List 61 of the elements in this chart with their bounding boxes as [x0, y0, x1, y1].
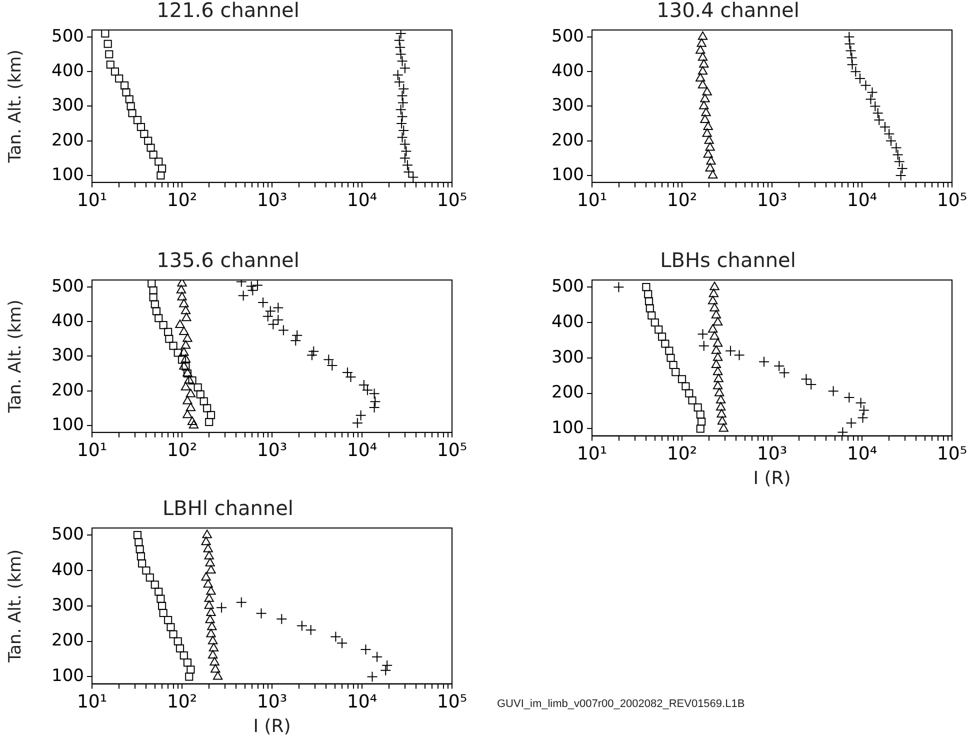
chart-title: LBHl channel [162, 496, 294, 520]
x-tick-label: 10⁵ [936, 190, 968, 211]
y-tick-label: 100 [52, 414, 84, 435]
y-tick-label: 300 [552, 96, 584, 116]
text: GUVI_im_limb_v007r00_2002082_REV01569.L1B [497, 698, 745, 710]
x-tick-label: 10⁴ [346, 691, 378, 712]
chart-title: 121.6 channel [156, 0, 300, 22]
x-tick-label: 10¹ [76, 691, 108, 712]
x-tick-label: 10⁴ [846, 443, 878, 464]
y-tick-label: 500 [52, 524, 84, 545]
x-tick-label: 10¹ [576, 190, 608, 211]
x-tick-label: 10³ [756, 190, 788, 211]
chart-title: 130.4 channel [656, 0, 800, 22]
x-axis-title: I (R) [753, 468, 791, 489]
y-tick-label: 500 [52, 26, 84, 46]
x-tick-label: 10¹ [576, 443, 608, 464]
x-tick-label: 10³ [256, 190, 288, 211]
y-tick-label: 100 [52, 164, 84, 185]
y-tick-label: 100 [552, 418, 584, 438]
y-axis-title: Tan. Alt. (km) [6, 300, 26, 414]
y-tick-label: 400 [52, 60, 84, 81]
x-tick-label: 10³ [756, 443, 788, 464]
y-tick-label: 200 [52, 130, 84, 150]
x-tick-label: 10¹ [76, 190, 108, 211]
x-tick-label: 10⁴ [346, 440, 378, 461]
x-tick-label: 10² [166, 190, 198, 211]
x-axis-title: I (R) [253, 716, 291, 735]
chart-title: LBHs channel [660, 248, 796, 272]
y-axis-title: Tan. Alt. (km) [6, 50, 26, 164]
y-tick-label: 400 [52, 560, 84, 580]
y-tick-label: 200 [52, 380, 84, 400]
x-tick-label: 10³ [256, 440, 288, 461]
y-tick-label: 400 [552, 312, 584, 332]
x-tick-label: 10¹ [76, 440, 108, 461]
y-tick-label: 500 [552, 276, 584, 297]
y-tick-label: 200 [552, 130, 584, 150]
x-tick-label: 10² [666, 443, 698, 464]
x-tick-label: 10⁵ [936, 443, 968, 464]
x-tick-label: 10⁵ [436, 190, 468, 211]
y-axis-title: Tan. Alt. (km) [6, 549, 26, 664]
y-tick-label: 100 [552, 164, 584, 185]
x-tick-label: 10⁴ [346, 190, 378, 211]
y-tick-label: 100 [52, 666, 84, 686]
y-tick-label: 500 [552, 26, 584, 46]
y-tick-label: 300 [552, 347, 584, 368]
y-tick-label: 200 [552, 382, 584, 403]
x-tick-label: 10² [666, 190, 698, 211]
y-tick-label: 200 [52, 630, 84, 651]
y-tick-label: 500 [52, 276, 84, 296]
x-tick-label: 10⁴ [846, 190, 878, 211]
x-tick-label: 10² [166, 440, 198, 461]
y-tick-label: 300 [52, 96, 84, 116]
y-tick-label: 400 [52, 310, 84, 331]
x-tick-label: 10³ [256, 691, 288, 712]
chart-title: 135.6 channel [156, 248, 300, 272]
y-tick-label: 400 [552, 60, 584, 81]
y-tick-label: 300 [52, 595, 84, 616]
x-tick-label: 10⁵ [436, 691, 468, 712]
x-tick-label: 10² [166, 691, 198, 712]
x-tick-label: 10⁵ [436, 440, 468, 461]
y-tick-label: 300 [52, 346, 84, 366]
